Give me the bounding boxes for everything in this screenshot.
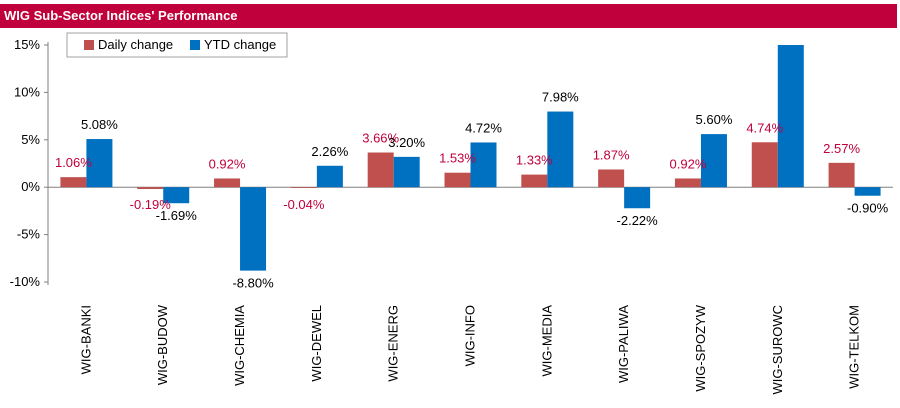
x-tick-label-wig-budow: WIG-BUDOW [155,304,170,385]
x-tick-label-wig-banki: WIG-BANKI [78,305,93,374]
bar-ytd-wig-telkom [854,187,881,196]
label-daily-wig-media: 1.33% [516,153,553,168]
chart-title: WIG Sub-Sector Indices' Performance [0,4,897,28]
y-axis: 15% 10% 5% 0% -5% -10% [10,37,49,289]
x-tick-label-wig-media: WIG-MEDIA [539,305,554,377]
y-tick-label: 15% [14,37,40,52]
legend-box [66,32,288,58]
bar-ytd-wig-media [547,111,574,188]
label-daily-wig-telkom: 2.57% [823,141,860,156]
bar-ytd-wig-paliwa [624,187,651,209]
label-ytd-wig-banki: 5.08% [81,117,118,132]
bar-daily-wig-surowc [751,142,778,188]
x-tick-labels: WIG-BANKI WIG-BUDOW WIG-CHEMIA WIG-DEWEL WIG… [78,304,861,394]
y-tick-label: 5% [21,132,40,147]
bar-daily-wig-spozyw [674,178,701,188]
bar-ytd-wig-spozyw [700,134,727,188]
bar-daily-wig-energ [367,152,394,188]
bar-daily-wig-banki [60,177,87,188]
bar-daily-wig-budow [137,187,164,190]
bar-ytd-wig-surowc [777,45,804,188]
label-ytd-wig-info: 4.72% [465,120,502,135]
data-labels: 1.06% 5.08% -0.19%-1.69% 0.92% -8.80% -0.04% 2… [55,90,889,291]
legend-label-ytd: YTD change [204,37,276,52]
label-daily-wig-banki: 1.06% [55,155,92,170]
bar-daily-wig-paliwa [598,169,625,188]
bar-ytd-wig-chemia [240,187,267,271]
legend-swatch-ytd [190,40,200,50]
label-ytd-wig-budow: -1.69% [156,208,198,223]
label-daily-wig-info: 1.53% [439,151,476,166]
label-daily-wig-surowc: 4.74% [746,120,783,135]
bar-daily-wig-telkom [828,162,855,188]
label-daily-wig-dewel: -0.04% [283,197,325,212]
bar-ytd-wig-energ [393,156,420,188]
label-daily-wig-energ: 3.66% [362,131,399,146]
bar-daily-wig-media [521,174,548,188]
legend-label-daily: Daily change [98,37,173,52]
bars [60,45,881,271]
bar-daily-wig-chemia [214,178,241,188]
y-tick-label: 0% [21,179,40,194]
label-daily-wig-chemia: 0.92% [209,156,246,171]
y-tick-label: 10% [14,84,40,99]
legend: Daily change YTD change [66,32,288,58]
label-daily-wig-spozyw: 0.92% [670,156,707,171]
label-daily-wig-budow: -0.19% [130,197,172,212]
label-ytd-wig-telkom: -0.90% [847,201,889,216]
bar-ytd-wig-budow [163,187,190,204]
label-ytd-wig-media: 7.98% [542,90,579,105]
x-tick-label-wig-energ: WIG-ENERG [386,305,401,382]
bar-daily-wig-dewel [290,187,317,188]
x-tick-label-wig-spozyw: WIG-SPOZYW [693,304,708,391]
x-tick-label-wig-chemia: WIG-CHEMIA [232,305,247,386]
x-tick-label-wig-info: WIG-INFO [463,305,478,366]
legend-swatch-daily [84,40,94,50]
label-ytd-wig-energ: 3.20% [388,135,425,150]
label-ytd-wig-dewel: 2.26% [311,144,348,159]
x-tick-label-wig-telkom: WIG-TELKOM [847,305,862,389]
x-tick-label-wig-paliwa: WIG-PALIWA [616,305,631,383]
x-tick-label-wig-dewel: WIG-DEWEL [309,305,324,382]
bar-ytd-wig-info [470,142,497,188]
y-tick-label: -5% [17,227,41,242]
bar-daily-wig-info [444,172,471,188]
label-ytd-wig-spozyw: 5.60% [696,112,733,127]
bar-ytd-wig-dewel [316,165,343,188]
y-tick-label: -10% [10,274,41,289]
label-ytd-wig-chemia: -8.80% [232,276,274,291]
label-ytd-wig-paliwa: -2.22% [617,213,659,228]
x-tick-label-wig-surowc: WIG-SUROWC [770,305,785,395]
bar-ytd-wig-banki [86,139,113,188]
label-daily-wig-paliwa: 1.87% [593,147,630,162]
